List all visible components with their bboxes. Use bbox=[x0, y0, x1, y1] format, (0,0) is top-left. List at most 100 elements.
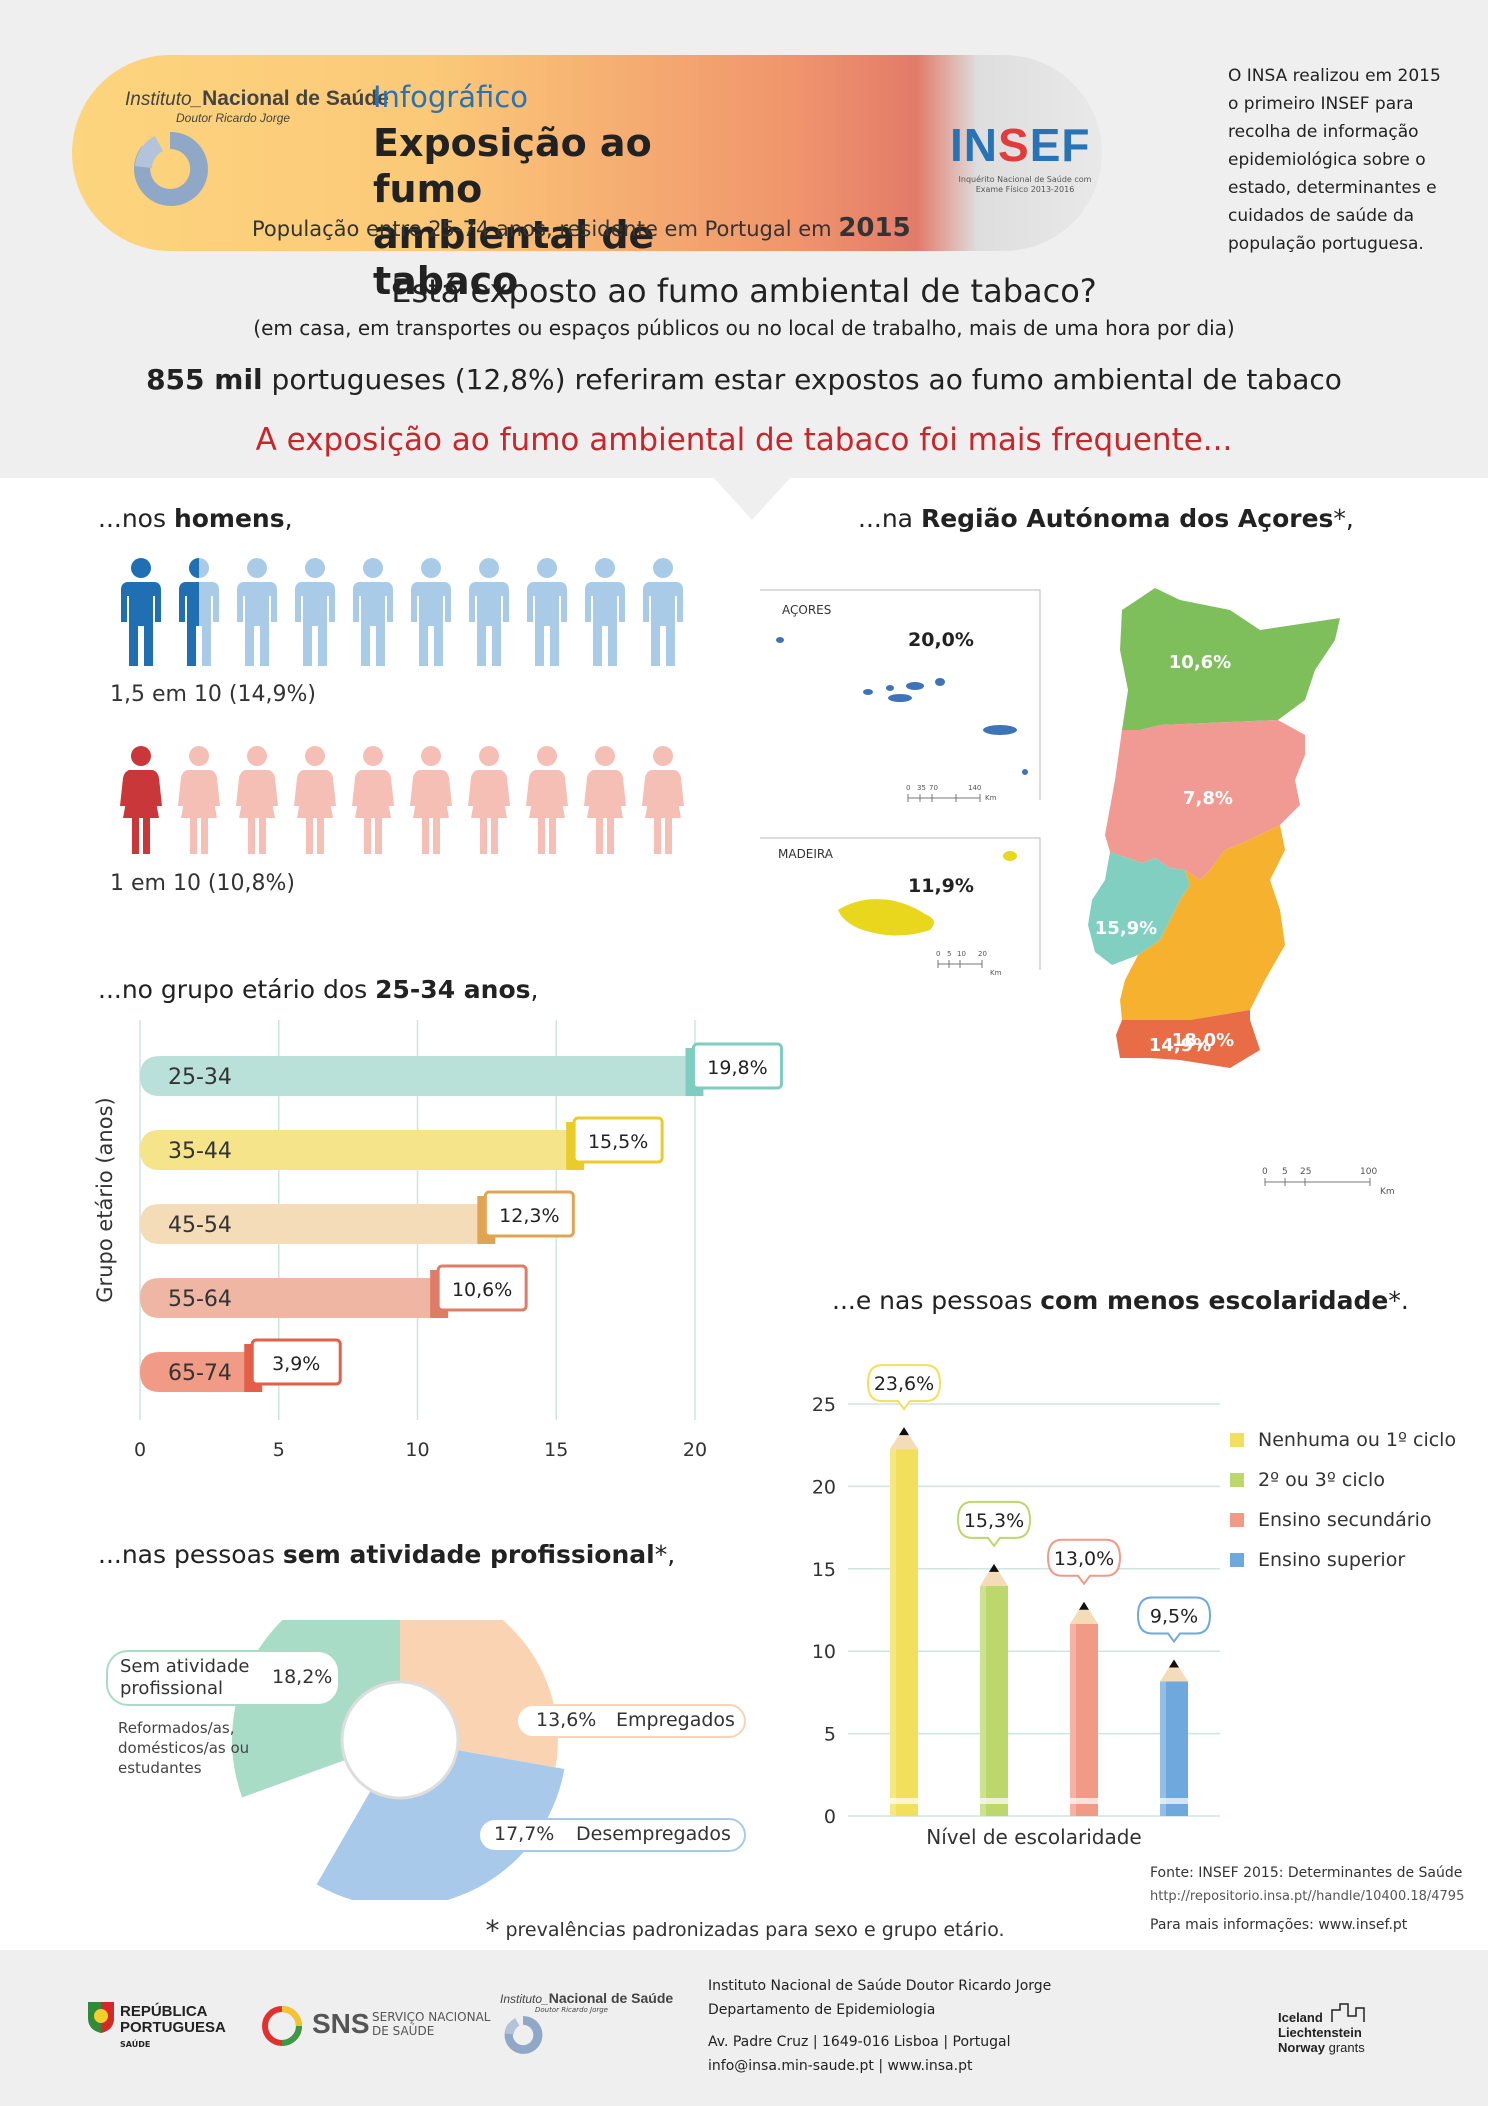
y-tick-label: 25 bbox=[812, 1394, 836, 1416]
region-norte bbox=[1120, 588, 1340, 730]
pencil-value-bubble bbox=[866, 1364, 942, 1411]
infographic-label: Infográfico bbox=[373, 80, 528, 114]
age-value-label: 10,6% bbox=[452, 1279, 512, 1301]
section-pointer bbox=[714, 478, 790, 520]
legend-item: Nenhuma ou 1º ciclo bbox=[1230, 1420, 1456, 1460]
norte-value: 10,6% bbox=[1169, 652, 1231, 673]
age-category-label: 25-34 bbox=[168, 1065, 232, 1090]
age-bar bbox=[140, 1204, 482, 1244]
footer-contact: Instituto Nacional de Saúde Doutor Ricar… bbox=[708, 1978, 1052, 2074]
pencil-highlight bbox=[980, 1585, 986, 1816]
man-pictogram-icon bbox=[527, 558, 567, 666]
men-pictogram-row bbox=[112, 558, 692, 670]
svg-text:35: 35 bbox=[917, 784, 926, 792]
madeira-value: 11,9% bbox=[908, 875, 974, 897]
age-value-box bbox=[483, 1190, 575, 1238]
education-section-title: ...e nas pessoas com menos escolaridade*… bbox=[832, 1286, 1409, 1315]
man-pictogram-icon bbox=[295, 558, 335, 666]
age-bar bbox=[140, 1278, 435, 1318]
man-pictogram-icon bbox=[353, 558, 393, 666]
man-pictogram-icon bbox=[411, 558, 451, 666]
insa-logo-icon bbox=[133, 131, 208, 206]
donut-slice-unemployed bbox=[316, 1749, 565, 1900]
svg-text:Km: Km bbox=[985, 794, 997, 802]
age-value-box bbox=[436, 1264, 528, 1312]
callout-box bbox=[516, 1704, 746, 1738]
insef-logo: INSEF bbox=[950, 119, 1091, 171]
legend-swatch bbox=[1230, 1473, 1244, 1487]
age-bar bbox=[140, 1130, 571, 1170]
institute-subtitle: Doutor Ricardo Jorge bbox=[176, 111, 291, 125]
eea-grants-icon bbox=[1331, 2003, 1365, 2022]
employed-label: Empregados bbox=[616, 1709, 735, 1731]
y-tick-label: 15 bbox=[812, 1559, 836, 1581]
pencil-value-bubble bbox=[1136, 1596, 1212, 1644]
y-tick-label: 0 bbox=[824, 1806, 836, 1828]
woman-pictogram-icon bbox=[120, 746, 162, 854]
eea-grants-logo: Iceland Liechtenstein Norway grants bbox=[1278, 2010, 1365, 2055]
y-tick-label: 5 bbox=[824, 1724, 836, 1746]
region-lisboa bbox=[1088, 852, 1190, 965]
x-tick-label: 5 bbox=[273, 1439, 285, 1461]
centro-value: 7,8% bbox=[1183, 788, 1233, 809]
woman-pictogram-icon bbox=[468, 746, 510, 854]
svg-text:Km: Km bbox=[990, 969, 1002, 977]
age-category-label: 45-54 bbox=[168, 1213, 232, 1238]
madeira-label: MADEIRA bbox=[778, 847, 834, 861]
azores-scale bbox=[907, 794, 981, 802]
man-pictogram-icon bbox=[643, 558, 683, 666]
pencil-value-bubble bbox=[956, 1500, 1032, 1548]
madeira-island bbox=[838, 899, 934, 936]
pencil-tip bbox=[1160, 1659, 1188, 1682]
legend-swatch bbox=[1230, 1513, 1244, 1527]
azores-islands bbox=[776, 637, 1028, 775]
region-alentejo bbox=[1120, 825, 1285, 1020]
age-value-label: 12,3% bbox=[499, 1205, 559, 1227]
pencil-bar bbox=[1070, 1623, 1098, 1816]
pencil-lead bbox=[989, 1563, 999, 1572]
women-pictogram-row bbox=[112, 746, 692, 858]
age-category-label: 65-74 bbox=[168, 1361, 232, 1386]
age-value-label: 3,9% bbox=[272, 1353, 320, 1375]
svg-text:5: 5 bbox=[947, 950, 951, 958]
age-bar bbox=[140, 1352, 249, 1392]
legend-label: Nenhuma ou 1º ciclo bbox=[1258, 1429, 1457, 1451]
donut-hole-inner bbox=[350, 1690, 450, 1790]
age-value-box bbox=[572, 1116, 664, 1164]
svg-text:Km: Km bbox=[1380, 1187, 1395, 1197]
insa-side-note: O INSA realizou em 2015 o primeiro INSEF… bbox=[1228, 66, 1441, 254]
age-value-box bbox=[691, 1042, 783, 1090]
azores-value: 20,0% bbox=[908, 629, 974, 651]
legend-label: Ensino secundário bbox=[1258, 1509, 1432, 1531]
source-info: Fonte: INSEF 2015: Determinantes de Saúd… bbox=[1150, 1865, 1465, 1933]
legend-item: Ensino secundário bbox=[1230, 1500, 1456, 1540]
svg-text:100: 100 bbox=[1360, 1167, 1377, 1177]
woman-pictogram-icon bbox=[352, 746, 394, 854]
y-tick-label: 10 bbox=[812, 1641, 836, 1663]
svg-text:0: 0 bbox=[906, 784, 910, 792]
azores-label: AÇORES bbox=[782, 603, 831, 617]
pencil-bar bbox=[890, 1449, 918, 1816]
sns-logo-text: SNS bbox=[312, 2008, 370, 2039]
legend-item: Ensino superior bbox=[1230, 1540, 1456, 1580]
pencil-tip bbox=[980, 1563, 1008, 1586]
svg-text:140: 140 bbox=[968, 784, 981, 792]
footer-band bbox=[0, 1950, 1488, 2106]
y-tick-label: 20 bbox=[812, 1476, 836, 1498]
employed-value: 13,6% bbox=[536, 1709, 597, 1731]
footer-institute-name: Instituto_Nacional de Saúde bbox=[500, 1990, 674, 2006]
portugal-map: AÇORES 20,0% 0 35 70 140 Km MADEIRA 11,9… bbox=[760, 588, 1395, 1197]
unemployed-value: 17,7% bbox=[494, 1823, 555, 1845]
man-pictogram-icon bbox=[469, 558, 509, 666]
question-detail: (em casa, em transportes ou espaços públ… bbox=[253, 316, 1235, 340]
unemployed-label: Desempregados bbox=[576, 1823, 731, 1845]
sex-section-title: ...nos homens, bbox=[98, 504, 293, 533]
pencil-value-label: 9,5% bbox=[1150, 1605, 1198, 1627]
woman-pictogram-icon bbox=[526, 746, 568, 854]
age-category-label: 55-64 bbox=[168, 1287, 232, 1312]
pencil-band bbox=[1160, 1798, 1188, 1804]
age-category-label: 35-44 bbox=[168, 1139, 232, 1164]
algarve-value: 14,9% bbox=[1149, 1035, 1211, 1056]
insef-logo-subtitle: Inquérito Nacional de Saúde com Exame Fí… bbox=[958, 175, 1092, 194]
pencil-highlight bbox=[1070, 1623, 1076, 1816]
